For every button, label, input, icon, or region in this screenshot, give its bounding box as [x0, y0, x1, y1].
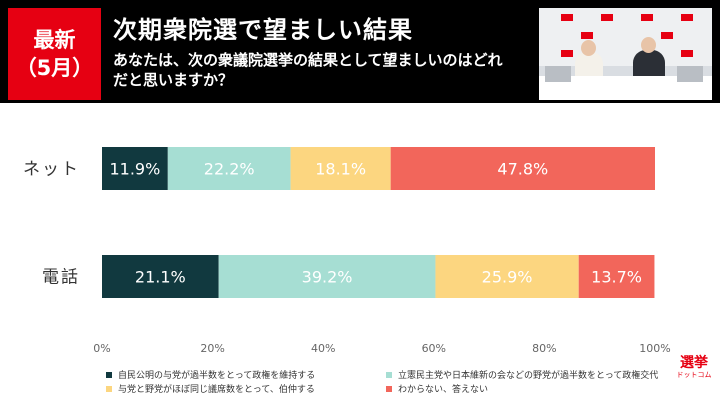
bar-value-label: 11.9% [109, 160, 160, 179]
legend-item: 与党と野党がほぼ同じ議席数をとって、伯仲する [106, 382, 315, 395]
bar-value-label: 47.8% [497, 160, 548, 179]
x-tick-label: 40% [311, 342, 335, 355]
logo-sub: ドットコム [676, 371, 712, 379]
bar-segment [578, 255, 655, 298]
x-tick-label: 20% [200, 342, 224, 355]
bar-value-label: 18.1% [315, 160, 366, 179]
bar-value-label: 39.2% [302, 268, 353, 287]
legend-item: 自民公明の与党が過半数をとって政権を維持する [106, 368, 315, 381]
legend-item: 立憲民主党や日本維新の会などの野党が過半数をとって政権交代 [386, 368, 658, 381]
x-tick-label: 80% [532, 342, 556, 355]
bar-value-label: 25.9% [482, 268, 533, 287]
badge-latest-text: 最新 [33, 28, 76, 52]
x-tick-label: 60% [422, 342, 446, 355]
badge-month-text: （5月） [15, 56, 94, 80]
legend-label: わからない、答えない [398, 385, 489, 395]
legend-swatch [106, 372, 112, 378]
page-title: 次期衆院選で望ましい結果 [113, 16, 413, 44]
bar-segment [390, 147, 655, 190]
legend-label: 立憲民主党や日本維新の会などの野党が過半数をとって政権交代 [398, 371, 659, 381]
legend-label: 自民公明の与党が過半数をとって政権を維持する [118, 371, 316, 381]
legend-item: わからない、答えない [386, 382, 488, 395]
bar-segment [290, 147, 391, 190]
x-tick-label: 100% [639, 342, 670, 355]
category-label: 電話 [42, 268, 80, 288]
latest-badge: 最新 （5月） [8, 8, 101, 100]
survey-question: あなたは、次の衆議院選挙の結果として望ましいのはどれだと思いますか？ [113, 51, 503, 89]
bar-segment [218, 255, 436, 298]
bar-segment [167, 147, 291, 190]
site-logo: 選挙 ドットコム [672, 356, 716, 380]
x-tick-label: 0% [93, 342, 110, 355]
bar-segment [102, 255, 219, 298]
logo-main: 選挙 [680, 355, 708, 371]
bar-segment [102, 147, 168, 190]
category-label: ネット [23, 160, 80, 180]
legend-swatch [386, 386, 392, 392]
bar-value-label: 22.2% [204, 160, 255, 179]
legend-label: 与党と野党がほぼ同じ議席数をとって、伯仲する [118, 385, 315, 395]
bar-segment [435, 255, 579, 298]
legend-swatch [106, 386, 112, 392]
legend-swatch [386, 372, 392, 378]
bar-value-label: 21.1% [135, 268, 186, 287]
bar-value-label: 13.7% [591, 268, 642, 287]
video-inset [539, 8, 712, 100]
